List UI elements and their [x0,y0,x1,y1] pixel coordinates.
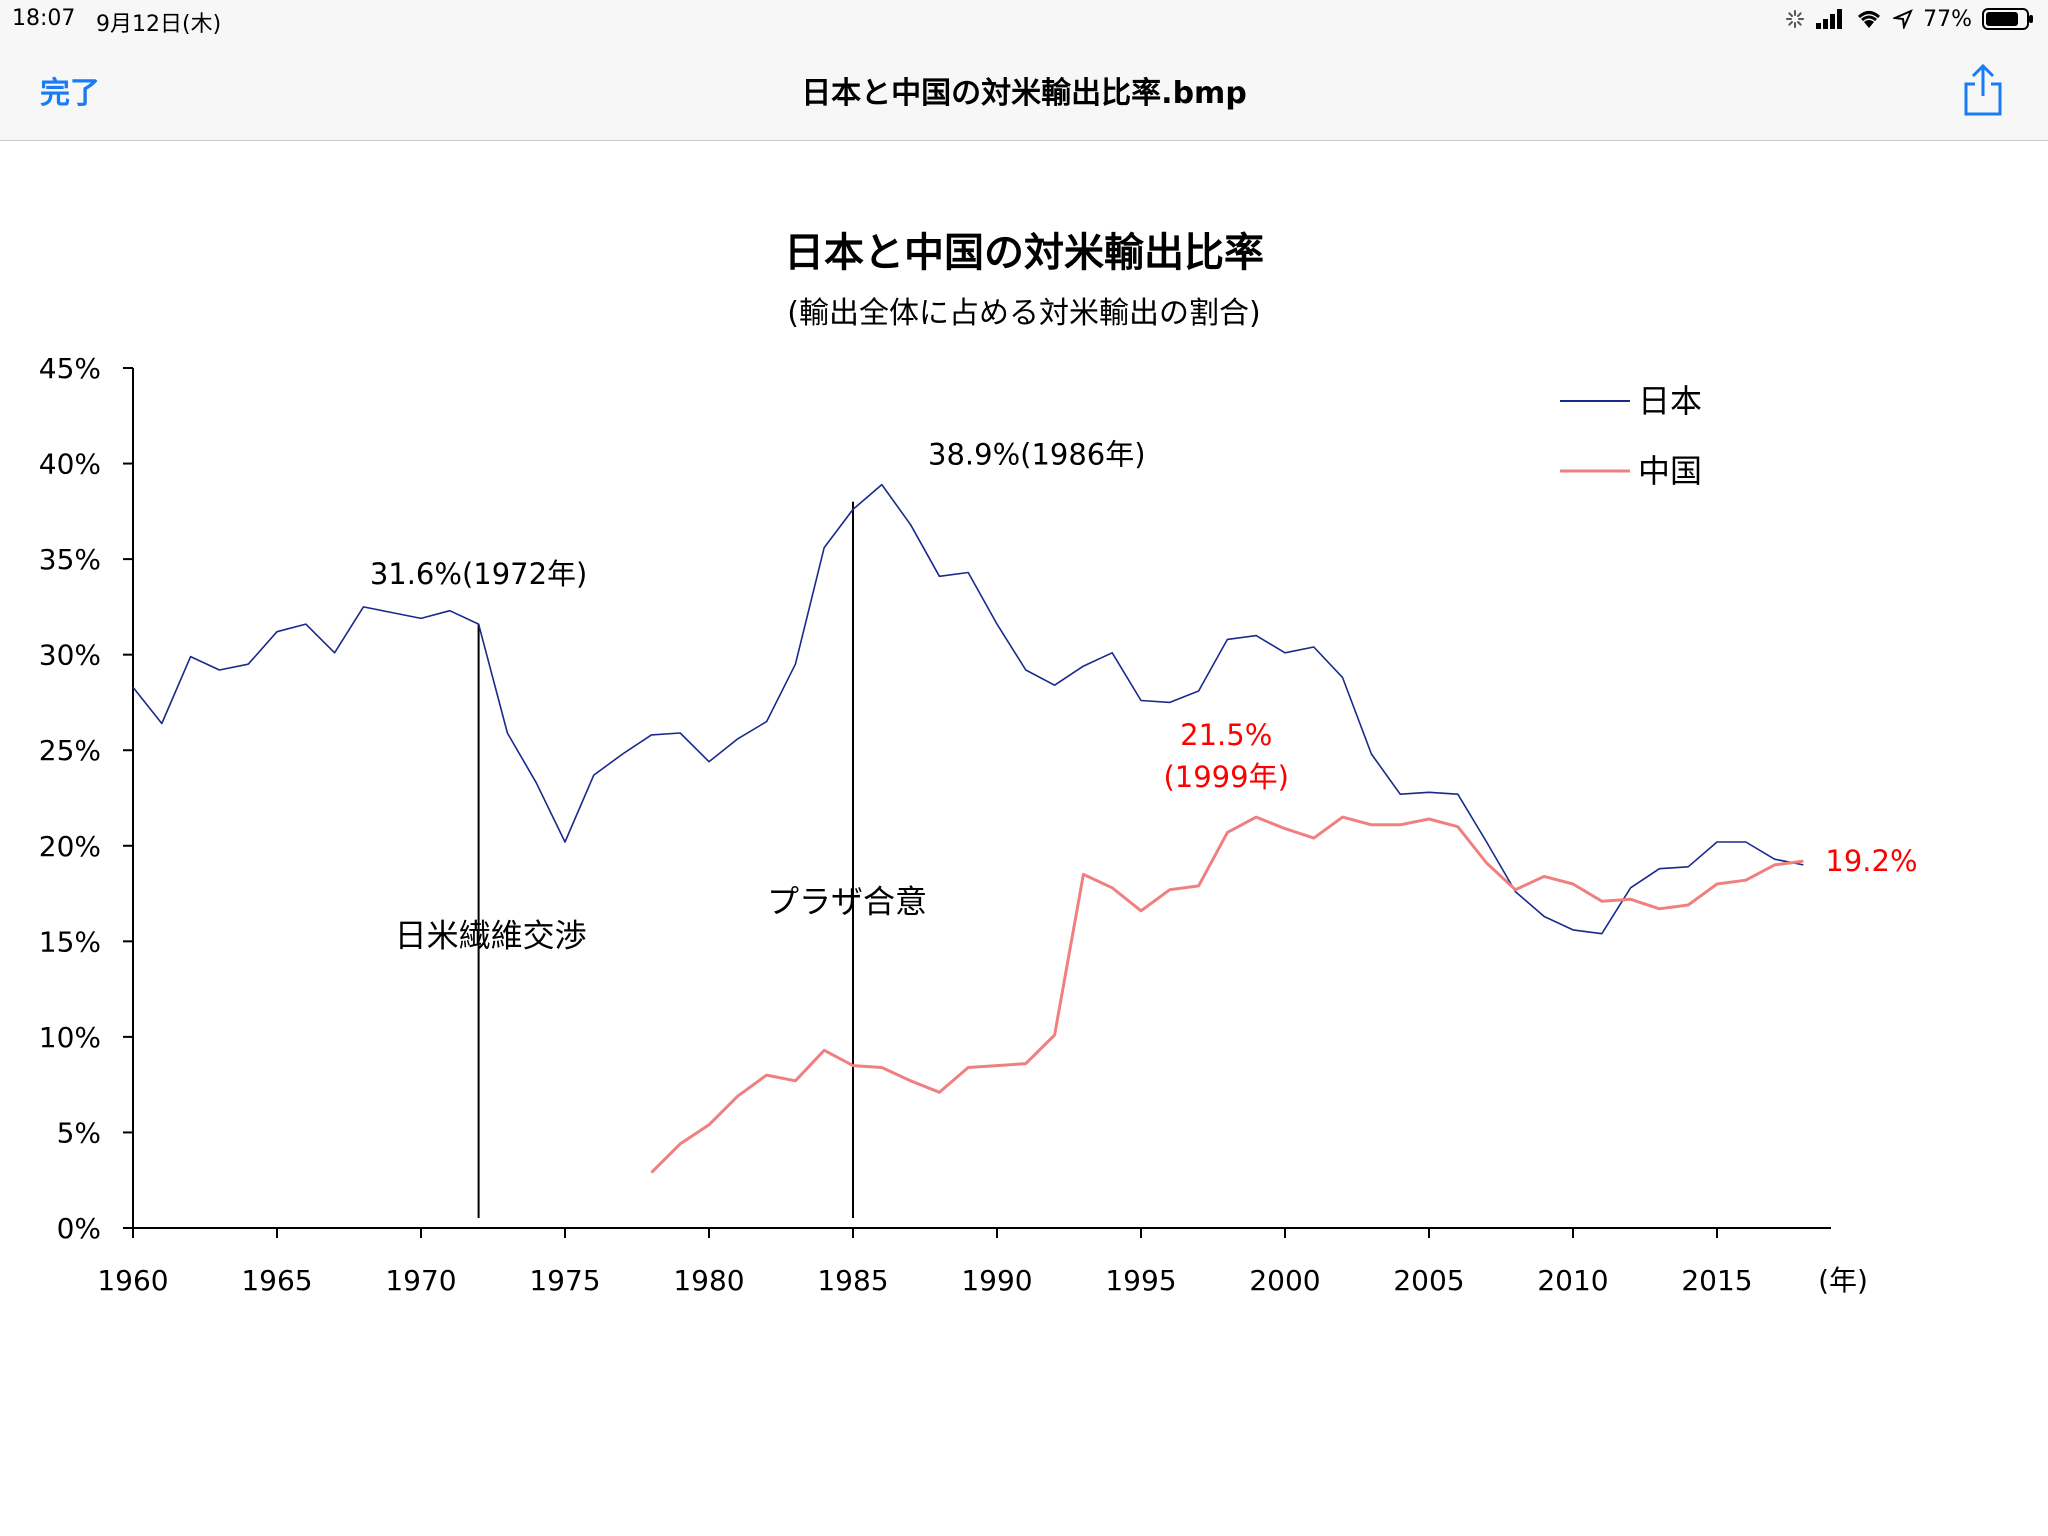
x-tick-label: 1970 [385,1264,456,1297]
x-axis-label: (年) [1818,1264,1868,1297]
annotation-plaza-accord: プラザ合意 [767,883,927,921]
battery-icon [1982,8,2033,30]
x-tick-label: 1985 [817,1264,888,1297]
share-icon [1964,63,2002,116]
y-tick-label: 15% [39,925,101,958]
location-icon [1893,9,1914,29]
y-tick-label: 25% [39,734,101,767]
chart: 日本と中国の対米輸出比率 (輸出全体に占める対米輸出の割合) 0% 5% 10% 15% 2… [39,230,1918,1297]
annotation-japan-1972: 31.6%(1972年) [370,557,588,591]
status-time: 18:07 [12,6,76,31]
x-tick-label: 2015 [1681,1264,1752,1297]
legend-label: 日本 [1638,382,1702,420]
battery-percent: 77% [1923,6,1972,32]
chart-subtitle: (輸出全体に占める対米輸出の割合) [787,296,1260,331]
y-tick-label: 30% [39,639,101,672]
done-button[interactable]: 完了 [40,76,100,111]
signal-icon [1816,9,1843,29]
activity-spinner-icon [1786,10,1805,28]
file-title: 日本と中国の対米輸出比率.bmp [801,76,1247,111]
share-button[interactable] [1958,60,2008,120]
y-tick-label: 35% [39,543,101,576]
nav-bar: 完了 日本と中国の対米輸出比率.bmp [0,40,2048,141]
x-tick-label: 1975 [529,1264,600,1297]
annotation-china-1999-year: (1999年) [1163,760,1288,794]
annotation-china-2018: 19.2% [1825,844,1917,878]
annotation-china-1999-value: 21.5% [1180,718,1272,752]
x-tick-label: 1965 [241,1264,312,1297]
wifi-icon [1858,11,1881,28]
chart-title: 日本と中国の対米輸出比率 [784,230,1264,276]
x-tick-label: 2010 [1537,1264,1608,1297]
annotation-textile-talks: 日米繊維交渉 [395,916,587,954]
status-date: 9月12日(木) [96,12,222,37]
x-tick-label: 2005 [1393,1264,1464,1297]
y-tick-label: 20% [39,830,101,863]
legend-label: 中国 [1638,452,1702,490]
y-tick-label: 45% [39,352,101,385]
status-icons: 77% [1785,4,2034,34]
x-tick-label: 1960 [97,1264,168,1297]
y-tick-label: 40% [39,448,101,481]
y-tick-label: 5% [57,1116,101,1149]
y-tick-label: 10% [39,1021,101,1054]
image-viewer: 日本と中国の対米輸出比率 (輸出全体に占める対米輸出の割合) 0% 5% 10% 15% 2… [0,141,2048,1536]
status-bar: 18:07 9月12日(木) 77% [0,0,2048,40]
series-line-china [650,815,1804,1174]
x-tick-label: 2000 [1249,1264,1320,1297]
series-line-japan [132,483,1804,935]
x-tick-label: 1995 [1105,1264,1176,1297]
x-tick-label: 1990 [961,1264,1032,1297]
y-tick-label: 0% [57,1212,101,1245]
x-tick-label: 1980 [673,1264,744,1297]
annotation-japan-1986: 38.9%(1986年) [928,438,1146,472]
